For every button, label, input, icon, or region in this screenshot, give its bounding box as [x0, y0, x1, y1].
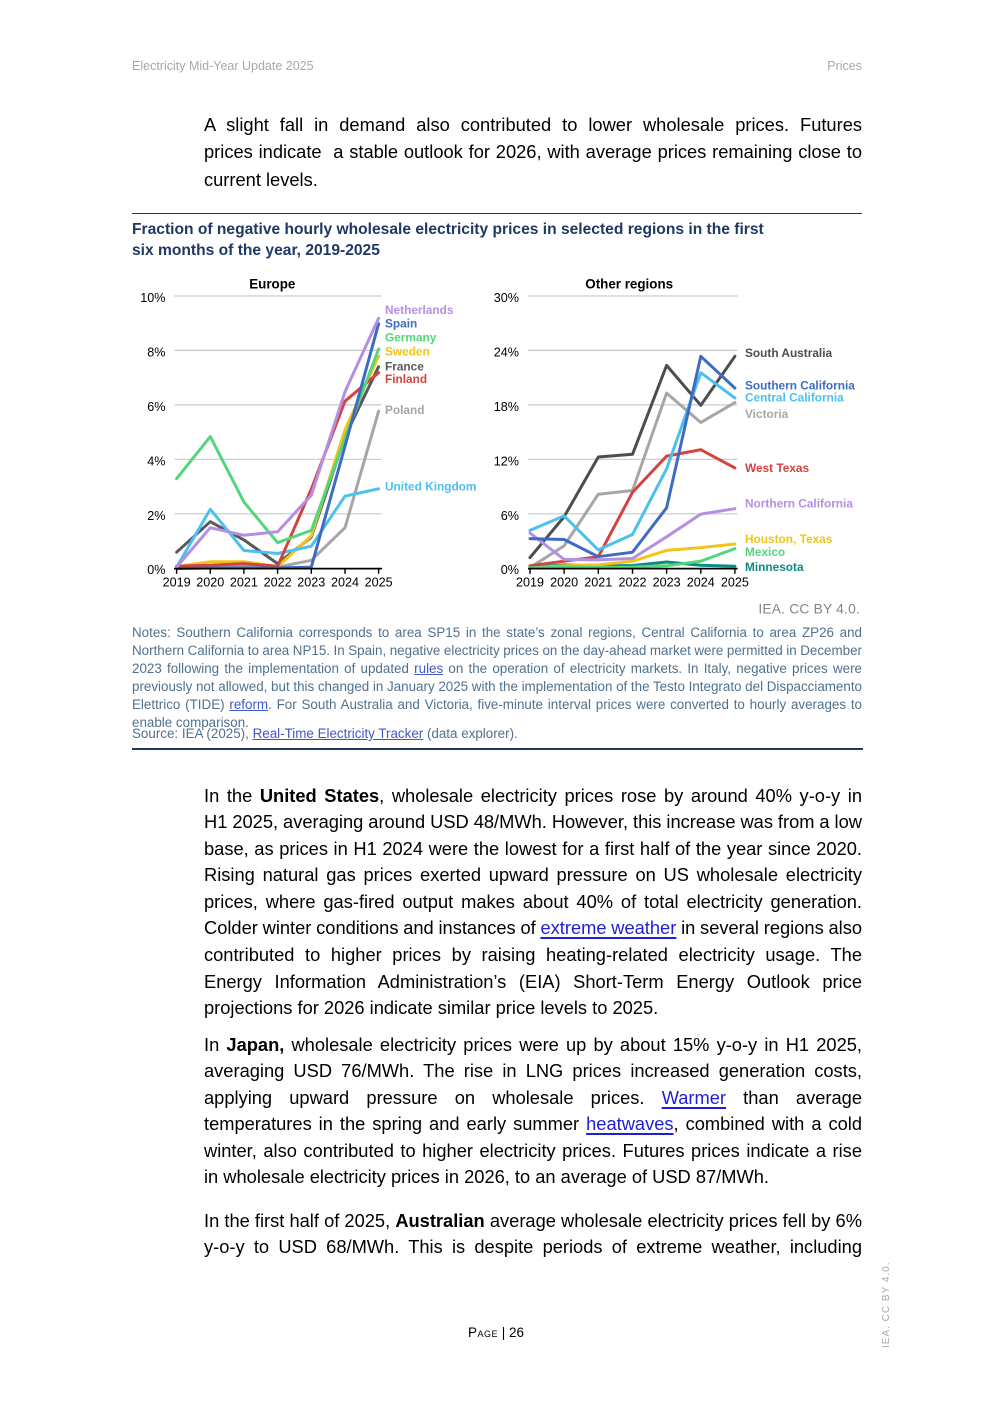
svg-text:2023: 2023 — [653, 576, 681, 590]
svg-text:12%: 12% — [494, 454, 519, 468]
svg-text:2022: 2022 — [264, 576, 292, 590]
svg-text:30%: 30% — [494, 291, 519, 305]
svg-text:6%: 6% — [147, 400, 165, 414]
svg-text:2021: 2021 — [230, 576, 258, 590]
svg-text:United Kingdom: United Kingdom — [385, 479, 476, 493]
svg-text:Victoria: Victoria — [745, 407, 789, 421]
svg-text:2021: 2021 — [584, 576, 612, 590]
svg-text:0%: 0% — [147, 563, 165, 577]
svg-text:Poland: Poland — [385, 403, 424, 417]
svg-text:Finland: Finland — [385, 372, 427, 386]
svg-text:10%: 10% — [140, 291, 165, 305]
svg-text:IEA. CC BY 4.0.: IEA. CC BY 4.0. — [758, 601, 860, 616]
svg-text:2024: 2024 — [331, 576, 359, 590]
svg-text:South Australia: South Australia — [745, 346, 832, 360]
svg-text:24%: 24% — [494, 345, 519, 359]
svg-text:0%: 0% — [501, 563, 519, 577]
svg-text:Europe: Europe — [249, 276, 295, 291]
svg-text:Central California: Central California — [745, 390, 844, 404]
svg-text:Northern California: Northern California — [745, 496, 853, 510]
svg-text:Houston, Texas: Houston, Texas — [745, 532, 833, 546]
svg-text:West Texas: West Texas — [745, 461, 809, 475]
svg-text:2020: 2020 — [196, 576, 224, 590]
svg-text:4%: 4% — [147, 454, 165, 468]
svg-text:Spain: Spain — [385, 317, 417, 331]
svg-text:2020: 2020 — [550, 576, 578, 590]
svg-text:18%: 18% — [494, 400, 519, 414]
svg-text:2023: 2023 — [297, 576, 325, 590]
svg-text:2022: 2022 — [618, 576, 646, 590]
svg-text:2025: 2025 — [365, 576, 393, 590]
svg-text:Southern California: Southern California — [745, 379, 855, 393]
svg-text:France: France — [385, 360, 424, 374]
svg-text:6%: 6% — [501, 509, 519, 523]
svg-text:Minnesota: Minnesota — [745, 560, 804, 574]
svg-text:2%: 2% — [147, 509, 165, 523]
svg-text:2019: 2019 — [516, 576, 544, 590]
svg-text:Sweden: Sweden — [385, 344, 430, 358]
svg-text:2025: 2025 — [721, 576, 749, 590]
svg-text:Netherlands: Netherlands — [385, 303, 454, 317]
svg-text:Other regions: Other regions — [585, 276, 673, 291]
svg-text:8%: 8% — [147, 345, 165, 359]
svg-text:2024: 2024 — [687, 576, 715, 590]
svg-text:Germany: Germany — [385, 331, 437, 345]
svg-text:Mexico: Mexico — [745, 545, 785, 559]
svg-text:2019: 2019 — [163, 576, 191, 590]
